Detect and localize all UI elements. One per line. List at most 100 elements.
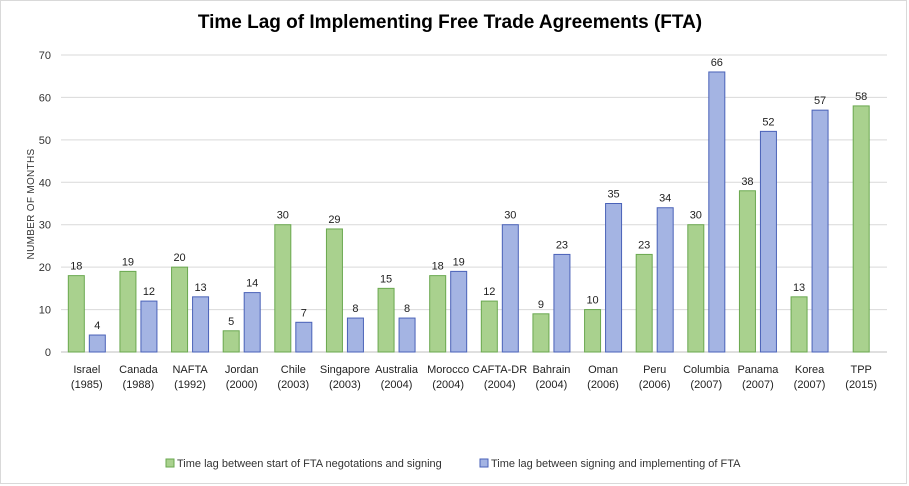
category-year-label: (1985) <box>71 379 103 391</box>
category-year-label: (2007) <box>690 379 722 391</box>
category-year-label: (2015) <box>845 379 877 391</box>
data-label: 58 <box>855 91 867 103</box>
bar-series-2 <box>605 203 623 353</box>
category-year-label: (2004) <box>484 379 516 391</box>
legend-label-2: Time lag between signing and implementin… <box>491 458 741 470</box>
data-label: 15 <box>380 273 392 285</box>
category-year-label: (1988) <box>123 379 155 391</box>
category-year-label: (2006) <box>639 379 671 391</box>
data-label: 8 <box>404 303 410 315</box>
data-label: 30 <box>277 210 289 222</box>
bar-series-1 <box>852 105 870 353</box>
bar-series-2 <box>88 334 106 353</box>
data-label: 8 <box>352 303 358 315</box>
category-label: Panama <box>737 364 779 376</box>
data-label: 13 <box>793 282 805 294</box>
category-label: Morocco <box>427 364 469 376</box>
category-label: Columbia <box>683 364 730 376</box>
bar-series-2 <box>346 317 364 353</box>
category-year-label: (2000) <box>226 379 258 391</box>
bar-series-2 <box>192 296 210 353</box>
bar-series-2 <box>708 71 726 353</box>
category-year-label: (2006) <box>587 379 619 391</box>
data-label: 20 <box>173 252 185 264</box>
data-label: 18 <box>70 261 82 273</box>
category-year-label: (2004) <box>432 379 464 391</box>
bar-series-1 <box>687 224 705 353</box>
data-label: 38 <box>741 176 753 188</box>
data-label: 30 <box>504 210 516 222</box>
category-label: Canada <box>119 364 158 376</box>
y-tick-labels: 0 10 20 30 40 50 60 70 <box>39 50 51 359</box>
data-label: 35 <box>607 189 619 201</box>
legend-swatch-2 <box>479 458 489 468</box>
data-label: 19 <box>122 256 134 268</box>
category-year-label: (2003) <box>277 379 309 391</box>
y-tick-label: 70 <box>39 50 51 62</box>
bar-series-2 <box>501 224 519 353</box>
category-label: Peru <box>643 364 666 376</box>
data-label: 34 <box>659 193 671 205</box>
y-tick-label: 40 <box>39 177 51 189</box>
category-label: Singapore <box>320 364 370 376</box>
data-label: 18 <box>432 261 444 273</box>
data-label: 5 <box>228 316 234 328</box>
category-label: Chile <box>281 364 306 376</box>
category-year-label: (2003) <box>329 379 361 391</box>
bar-series-2 <box>295 321 313 353</box>
data-label: 23 <box>556 239 568 251</box>
y-axis-label: NUMBER OF MONTHS <box>26 149 37 260</box>
bar-series-1 <box>274 224 292 353</box>
category-label: CAFTA-DR <box>472 364 527 376</box>
chart-title: Time Lag of Implementing Free Trade Agre… <box>198 12 702 33</box>
bar-series-1 <box>171 266 189 353</box>
data-label: 23 <box>638 239 650 251</box>
bar-series-1 <box>119 270 137 353</box>
category-year-label: (1992) <box>174 379 206 391</box>
category-labels: Israel (1985) Canada (1988) NAFTA (1992) Jorda… <box>71 364 877 391</box>
category-year-label: (2004) <box>536 379 568 391</box>
bar-series-2 <box>398 317 416 353</box>
bar-series-1 <box>480 300 498 353</box>
bar-series-1 <box>325 228 343 353</box>
category-label: TPP <box>850 364 871 376</box>
data-label: 7 <box>301 307 307 319</box>
data-label: 52 <box>762 116 774 128</box>
legend: Time lag between start of FTA negotation… <box>165 458 741 470</box>
bar-series-1 <box>584 309 602 353</box>
legend-label-1: Time lag between start of FTA negotation… <box>177 458 442 470</box>
bar-series-2 <box>811 109 829 353</box>
data-label: 19 <box>453 256 465 268</box>
category-label: NAFTA <box>172 364 208 376</box>
data-label: 66 <box>711 57 723 69</box>
data-label: 12 <box>143 286 155 298</box>
bar-series-1 <box>67 275 85 353</box>
y-tick-label: 30 <box>39 220 51 232</box>
data-label: 12 <box>483 286 495 298</box>
data-label: 14 <box>246 278 258 290</box>
category-label: Israel <box>73 364 100 376</box>
y-tick-label: 60 <box>39 92 51 104</box>
legend-swatch-1 <box>165 458 175 468</box>
category-label: Australia <box>375 364 419 376</box>
bar-series-1 <box>532 313 550 353</box>
data-label: 29 <box>328 214 340 226</box>
y-tick-label: 0 <box>45 347 51 359</box>
data-label: 10 <box>586 295 598 307</box>
bar-series-2 <box>656 207 674 353</box>
bars <box>67 71 870 353</box>
category-year-label: (2004) <box>381 379 413 391</box>
bar-series-1 <box>429 275 447 353</box>
bar-series-2 <box>553 253 571 353</box>
data-label: 30 <box>690 210 702 222</box>
category-label: Bahrain <box>532 364 570 376</box>
category-label: Oman <box>588 364 618 376</box>
y-tick-label: 10 <box>39 305 51 317</box>
data-label: 57 <box>814 95 826 107</box>
category-label: Korea <box>795 364 825 376</box>
bar-series-2 <box>140 300 158 353</box>
y-tick-label: 20 <box>39 262 51 274</box>
category-label: Jordan <box>225 364 259 376</box>
bar-series-1 <box>222 330 240 353</box>
